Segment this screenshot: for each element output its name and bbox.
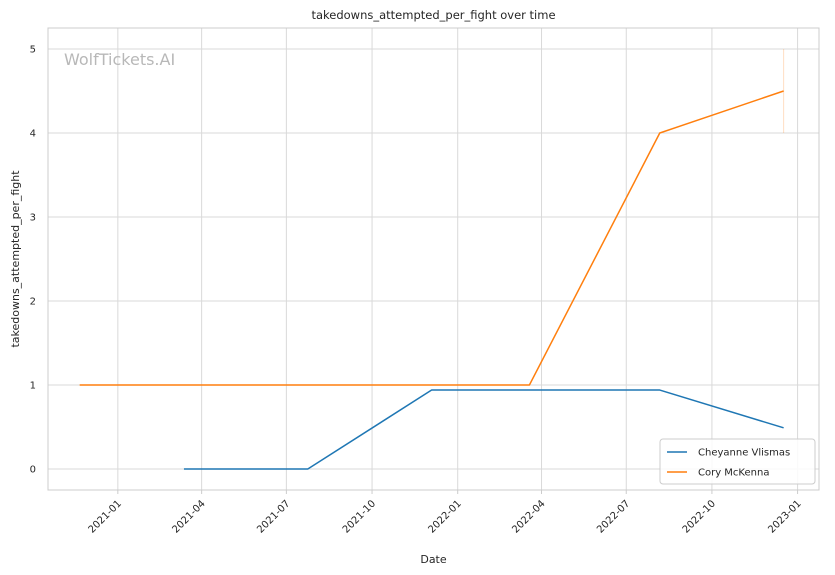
x-axis-title: Date xyxy=(420,553,447,566)
watermark: WolfTickets.AI xyxy=(64,50,175,69)
cheyanne-vlismas-line xyxy=(183,389,784,470)
y-tick-label: 1 xyxy=(30,381,36,392)
y-tick-label: 2 xyxy=(30,297,36,308)
y-axis-ticks: 0 1 2 3 4 5 xyxy=(30,45,36,476)
legend-box xyxy=(659,438,816,485)
series-lines xyxy=(79,49,785,470)
legend-label-cheyanne-vlismas: Cheyanne Vlismas xyxy=(698,448,790,459)
y-tick-label: 5 xyxy=(30,45,36,56)
chart-title: takedowns_attempted_per_fight over time xyxy=(311,8,555,22)
y-tick-label: 0 xyxy=(30,465,36,476)
cory-mckenna-line xyxy=(79,90,784,386)
y-tick-label: 4 xyxy=(30,129,36,140)
legend-label-cory-mckenna: Cory McKenna xyxy=(698,468,769,479)
y-tick-label: 3 xyxy=(30,213,36,224)
y-axis-title: takedowns_attempted_per_fight xyxy=(9,170,22,348)
legend: Cheyanne Vlismas Cory McKenna xyxy=(659,438,816,485)
plot-area-frame xyxy=(47,27,820,491)
